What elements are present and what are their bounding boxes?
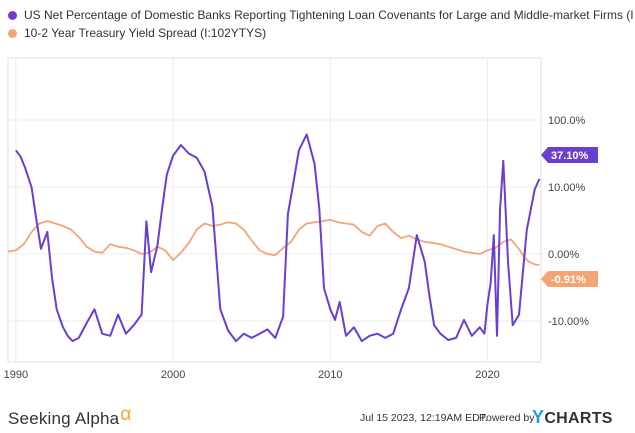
ycharts-y-mark: Y bbox=[532, 407, 545, 427]
alpha-mark: α bbox=[120, 404, 132, 425]
end-value-loan-covenants-badge-label: 37.10% bbox=[551, 150, 589, 162]
x-tick-label: 2000 bbox=[161, 369, 185, 381]
end-value-yield-spread-badge bbox=[541, 271, 598, 287]
x-tick-label: 1990 bbox=[4, 369, 28, 381]
end-value-yield-spread-badge-label: -0.91% bbox=[551, 274, 586, 286]
legend-label-loan-covenants: US Net Percentage of Domestic Banks Repo… bbox=[24, 8, 633, 22]
brand-name: Seeking Alpha bbox=[8, 409, 120, 428]
y-tick-label: 0.00% bbox=[548, 249, 579, 261]
x-tick-label: 2010 bbox=[318, 369, 342, 381]
footer: Seeking Alphaα Jul 15 2023, 12:19AM EDT.… bbox=[0, 396, 635, 433]
x-tick-label: 2020 bbox=[475, 369, 499, 381]
y-tick-label: 100.0% bbox=[548, 115, 586, 127]
ycharts-wordmark: CHARTS bbox=[544, 410, 613, 427]
series-line-loan-covenants bbox=[15, 133, 541, 343]
legend-label-yield-spread: 10-2 Year Treasury Yield Spread (I:102YT… bbox=[24, 26, 267, 40]
seeking-alpha-logo: Seeking Alphaα bbox=[8, 404, 132, 429]
plot-frame bbox=[7, 57, 542, 363]
legend-item-yield-spread[interactable]: 10-2 Year Treasury Yield Spread (I:102YT… bbox=[8, 24, 633, 42]
legend-swatch-loan-covenants bbox=[8, 10, 17, 20]
end-value-loan-covenants-badge bbox=[541, 147, 598, 163]
series-line-yield-spread bbox=[7, 218, 540, 266]
legend-swatch-yield-spread bbox=[8, 28, 17, 38]
y-tick-label: 10.00% bbox=[548, 182, 586, 194]
timestamp: Jul 15 2023, 12:19AM EDT. bbox=[360, 412, 488, 424]
legend: US Net Percentage of Domestic Banks Repo… bbox=[8, 6, 633, 42]
legend-item-loan-covenants[interactable]: US Net Percentage of Domestic Banks Repo… bbox=[8, 6, 633, 24]
powered-by-label: Powered by bbox=[479, 412, 535, 424]
y-tick-label: -10.00% bbox=[548, 316, 589, 328]
ycharts-logo[interactable]: YCHARTS bbox=[532, 407, 613, 428]
